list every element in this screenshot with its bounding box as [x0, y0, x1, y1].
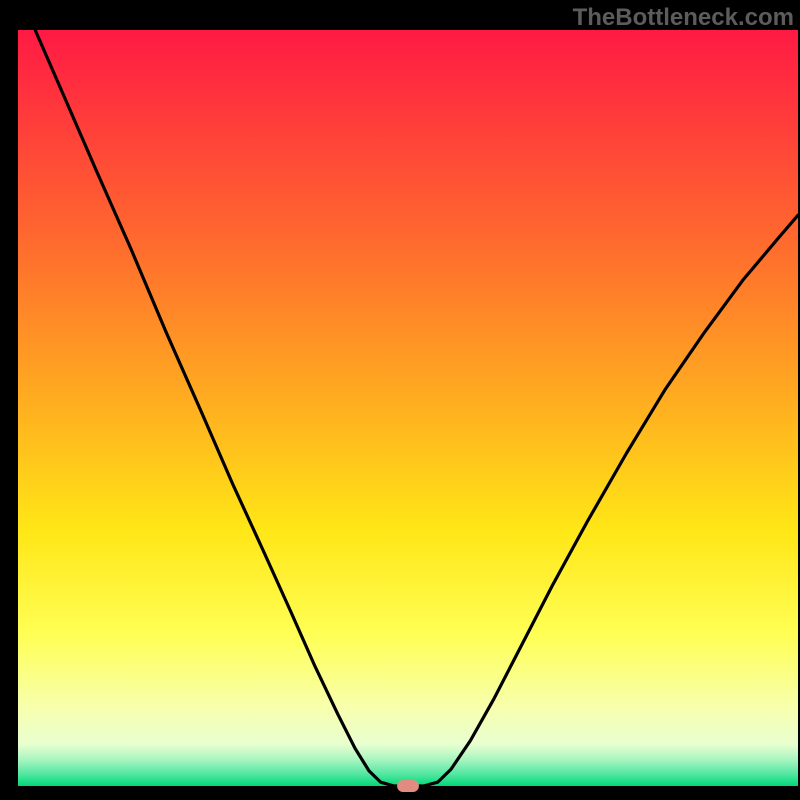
- bottleneck-chart: TheBottleneck.com: [0, 0, 800, 800]
- plot-background: [18, 30, 798, 786]
- chart-svg: [0, 0, 800, 800]
- watermark-label: TheBottleneck.com: [573, 4, 794, 32]
- optimal-marker: [397, 780, 419, 792]
